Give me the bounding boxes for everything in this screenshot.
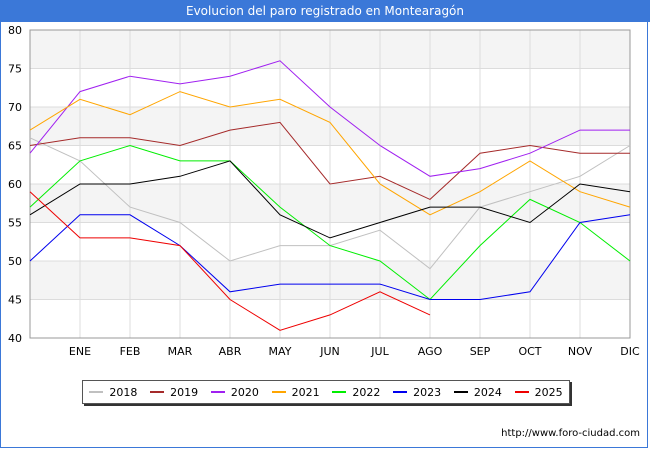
legend-label: 2021	[291, 385, 320, 399]
series-line-2021	[29, 91, 631, 216]
y-tick-label: 80	[8, 24, 22, 37]
legend-label: 2025	[534, 385, 563, 399]
legend-swatch	[150, 391, 165, 393]
y-tick-label: 45	[8, 294, 22, 307]
x-tick-label: SEP	[470, 345, 491, 358]
legend-label: 2024	[473, 385, 502, 399]
legend-item-2018: 2018	[89, 386, 137, 399]
legend-swatch	[89, 391, 104, 393]
x-axis-ticks: ENE FEB MAR ABR MAY JUN JUL AGO SEP OCT NOV DIC	[69, 345, 640, 358]
series-line-2024	[29, 160, 631, 239]
legend-swatch	[271, 391, 286, 393]
legend-swatch	[332, 391, 347, 393]
series-lines	[29, 60, 631, 331]
x-tick-label: OCT	[518, 345, 541, 358]
legend: 2018 2019 2020 2021 2022 2023 2024 2025	[82, 380, 570, 404]
series-line-2019	[29, 121, 630, 200]
legend-swatch	[514, 391, 529, 393]
x-tick-label: DIC	[620, 345, 640, 358]
y-tick-label: 75	[8, 63, 22, 76]
legend-item-2020: 2020	[210, 385, 259, 399]
legend-item-2021: 2021	[271, 385, 320, 399]
x-tick-label: JUL	[370, 345, 389, 358]
legend-item-2024: 2024	[453, 385, 502, 399]
y-tick-label: 40	[8, 332, 22, 345]
x-tick-label: ENE	[69, 345, 91, 358]
legend-item-2023: 2023	[393, 386, 441, 399]
y-tick-label: 55	[8, 217, 22, 230]
y-axis-ticks: 40 45 50 55 60 65 70 75 80	[8, 24, 22, 345]
chart-frame	[0, 22, 648, 448]
legend-item-2022: 2022	[332, 386, 380, 399]
legend-item-2025: 2025	[514, 385, 563, 399]
series-line-2023	[29, 214, 631, 300]
y-tick-label: 65	[8, 140, 22, 153]
x-tick-label: ABR	[219, 345, 242, 358]
legend-swatch	[393, 391, 408, 393]
plot-border	[29, 29, 631, 339]
series-line-2020	[29, 60, 630, 177]
chart-title: Evolucion del paro registrado en Montear…	[0, 0, 650, 22]
legend-swatch	[453, 391, 468, 393]
x-tick-label: JUN	[319, 345, 340, 358]
y-tick-label: 70	[8, 101, 22, 114]
x-tick-label: AGO	[418, 345, 443, 358]
y-tick-label: 60	[8, 178, 22, 191]
x-tick-label: MAR	[168, 345, 193, 358]
x-tick-label: MAY	[269, 345, 292, 358]
legend-label: 2018	[109, 385, 138, 399]
legend-label: 2023	[413, 385, 442, 399]
legend-label: 2020	[230, 385, 259, 399]
series-line-2025	[29, 191, 431, 331]
series-line-2022	[29, 144, 631, 301]
legend-label: 2022	[352, 385, 381, 399]
x-tick-label: NOV	[568, 345, 593, 358]
legend-label: 2019	[170, 385, 199, 399]
legend-item-2019: 2019	[150, 386, 198, 399]
x-tick-label: FEB	[120, 345, 141, 358]
y-tick-label: 50	[8, 255, 22, 268]
source-credit: http://www.foro-ciudad.com	[501, 428, 640, 439]
legend-swatch	[210, 391, 225, 393]
